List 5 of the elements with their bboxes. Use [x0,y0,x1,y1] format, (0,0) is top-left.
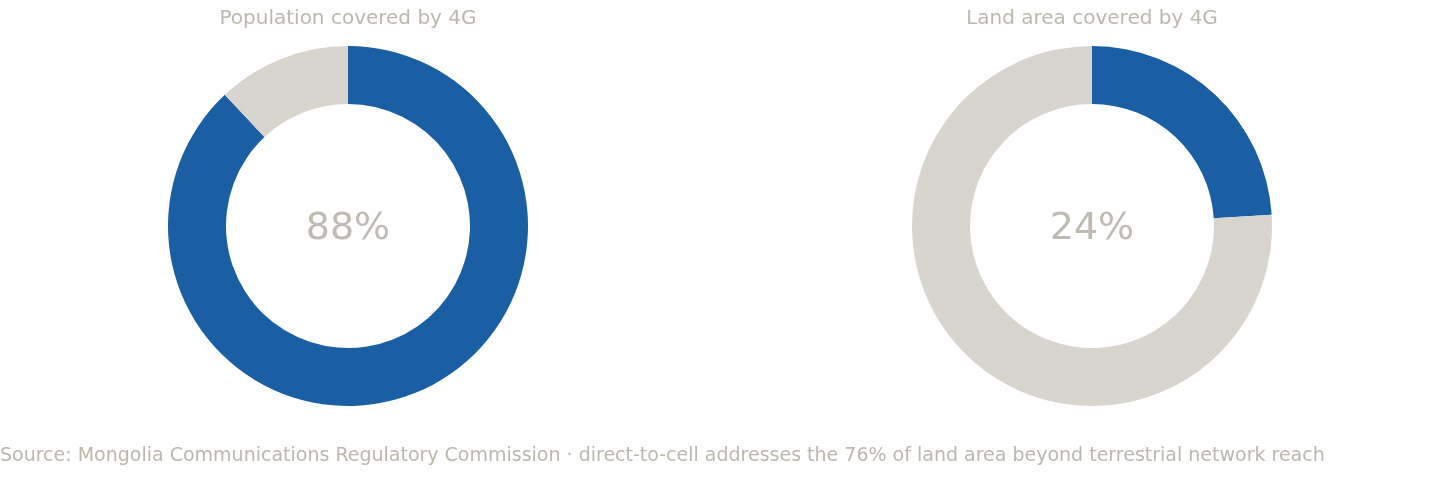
text: 24% [1049,204,1135,248]
source-note: Source: Mongolia Communications Regulatory Commission · direct-to-cell addresses the 76% of land area beyond terrestrial network reach [0,442,1326,467]
text: 88% [305,204,391,248]
chart-title: Land area covered by 4G [966,5,1218,29]
chart-title: Population covered by 4G [219,5,477,29]
